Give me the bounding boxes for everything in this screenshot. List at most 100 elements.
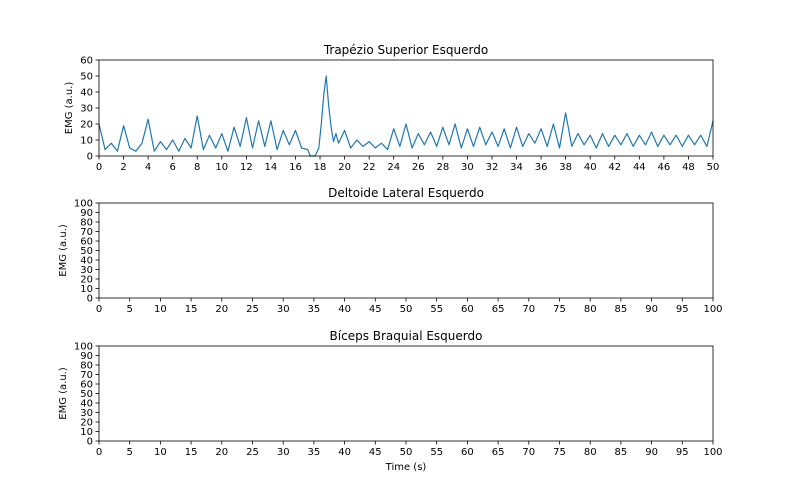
y-axis-label: EMG (a.u.) bbox=[64, 82, 75, 135]
y-tick-label: 40 bbox=[80, 256, 93, 267]
x-tick-label: 20 bbox=[215, 447, 228, 458]
plot-frame bbox=[98, 202, 714, 299]
x-tick-label: 30 bbox=[277, 447, 290, 458]
x-tick-label: 45 bbox=[369, 447, 382, 458]
x-tick-label: 34 bbox=[510, 162, 523, 173]
x-tick-label: 24 bbox=[387, 162, 400, 173]
plot-frame bbox=[98, 345, 714, 442]
x-tick-label: 32 bbox=[486, 162, 499, 173]
y-tick-label: 50 bbox=[80, 389, 93, 400]
x-tick-label: 16 bbox=[289, 162, 302, 173]
x-tick-label: 45 bbox=[369, 304, 382, 315]
y-tick-label: 30 bbox=[80, 265, 93, 276]
x-tick-label: 90 bbox=[645, 304, 658, 315]
x-tick-label: 60 bbox=[461, 304, 474, 315]
y-tick-label: 80 bbox=[80, 218, 93, 229]
x-tick-label: 25 bbox=[246, 447, 259, 458]
x-tick-label: 55 bbox=[430, 304, 443, 315]
y-tick-label: 20 bbox=[80, 120, 93, 131]
x-tick-label: 30 bbox=[277, 304, 290, 315]
y-tick-label: 0 bbox=[87, 152, 93, 163]
x-tick-label: 48 bbox=[682, 162, 695, 173]
y-tick-label: 50 bbox=[80, 72, 93, 83]
x-tick-label: 42 bbox=[608, 162, 621, 173]
x-tick-label: 55 bbox=[430, 447, 443, 458]
y-tick-label: 90 bbox=[80, 208, 93, 219]
x-tick-label: 65 bbox=[492, 304, 505, 315]
x-tick-label: 14 bbox=[265, 162, 278, 173]
y-axis-label: EMG (a.u.) bbox=[58, 224, 69, 277]
x-tick-label: 95 bbox=[676, 304, 689, 315]
x-tick-label: 40 bbox=[338, 304, 351, 315]
y-tick-label: 60 bbox=[80, 380, 93, 391]
chart-panel-3: Bíceps Braquial Esquerdo 0 5 10 15 20 25 30 35 40… bbox=[58, 329, 723, 473]
y-tick-label: 50 bbox=[80, 246, 93, 257]
x-tick-label: 85 bbox=[615, 304, 628, 315]
x-tick-label: 50 bbox=[707, 162, 720, 173]
x-tick-label: 0 bbox=[96, 304, 102, 315]
x-tick-label: 75 bbox=[553, 447, 566, 458]
x-tick-label: 10 bbox=[215, 162, 228, 173]
x-tick-label: 46 bbox=[658, 162, 671, 173]
x-tick-label: 38 bbox=[559, 162, 572, 173]
x-tick-label: 85 bbox=[615, 447, 628, 458]
x-tick-label: 80 bbox=[584, 447, 597, 458]
y-tick-label: 100 bbox=[74, 342, 93, 353]
y-tick-label: 20 bbox=[80, 275, 93, 286]
x-tick-label: 10 bbox=[154, 447, 167, 458]
x-tick-label: 40 bbox=[584, 162, 597, 173]
y-tick-label: 20 bbox=[80, 418, 93, 429]
x-tick-label: 90 bbox=[645, 447, 658, 458]
x-tick-label: 8 bbox=[194, 162, 200, 173]
x-tick-label: 40 bbox=[338, 447, 351, 458]
x-tick-label: 100 bbox=[703, 304, 722, 315]
plot-frame bbox=[98, 59, 714, 157]
y-tick-label: 90 bbox=[80, 351, 93, 362]
y-tick-label: 0 bbox=[87, 294, 93, 305]
x-tick-label: 20 bbox=[338, 162, 351, 173]
y-tick-label: 10 bbox=[80, 136, 93, 147]
x-tick-label: 4 bbox=[145, 162, 151, 173]
series-line-1 bbox=[98, 75, 714, 157]
x-tick-label: 0 bbox=[96, 162, 102, 173]
x-tick-label: 80 bbox=[584, 304, 597, 315]
y-tick-label: 10 bbox=[80, 284, 93, 295]
x-tick-label: 15 bbox=[185, 304, 198, 315]
x-axis-label: Time (s) bbox=[385, 462, 427, 473]
y-tick-label: 40 bbox=[80, 399, 93, 410]
x-tick-label: 35 bbox=[308, 447, 321, 458]
chart-panel-1: Trapézio Superior Esquerdo 0 2 4 6 8 10 12 14 16 1… bbox=[64, 43, 719, 173]
x-tick-label: 6 bbox=[169, 162, 175, 173]
x-tick-label: 50 bbox=[400, 304, 413, 315]
x-tick-label: 5 bbox=[127, 447, 133, 458]
chart-title: Deltoide Lateral Esquerdo bbox=[328, 186, 484, 200]
y-tick-label: 30 bbox=[80, 104, 93, 115]
x-tick-label: 12 bbox=[240, 162, 253, 173]
x-tick-label: 0 bbox=[96, 447, 102, 458]
x-tick-label: 10 bbox=[154, 304, 167, 315]
y-tick-label: 30 bbox=[80, 408, 93, 419]
y-tick-label: 40 bbox=[80, 88, 93, 99]
y-tick-label: 60 bbox=[80, 56, 93, 67]
x-tick-label: 30 bbox=[461, 162, 474, 173]
x-tick-label: 25 bbox=[246, 304, 259, 315]
y-axis-label: EMG (a.u.) bbox=[58, 367, 69, 420]
y-tick-label: 80 bbox=[80, 361, 93, 372]
y-tick-label: 70 bbox=[80, 370, 93, 381]
y-tick-label: 100 bbox=[74, 199, 93, 210]
x-tick-label: 70 bbox=[522, 304, 535, 315]
x-tick-label: 65 bbox=[492, 447, 505, 458]
x-tick-label: 50 bbox=[400, 447, 413, 458]
x-tick-label: 15 bbox=[185, 447, 198, 458]
x-tick-label: 35 bbox=[308, 304, 321, 315]
x-tick-label: 60 bbox=[461, 447, 474, 458]
x-tick-label: 28 bbox=[436, 162, 449, 173]
x-tick-label: 70 bbox=[522, 447, 535, 458]
y-tick-label: 0 bbox=[87, 437, 93, 448]
x-tick-label: 95 bbox=[676, 447, 689, 458]
chart-panel-2: Deltoide Lateral Esquerdo 0 5 10 15 20 25 30 35 4… bbox=[58, 186, 723, 315]
x-tick-label: 18 bbox=[314, 162, 327, 173]
chart-title: Trapézio Superior Esquerdo bbox=[323, 43, 488, 57]
x-tick-label: 20 bbox=[215, 304, 228, 315]
